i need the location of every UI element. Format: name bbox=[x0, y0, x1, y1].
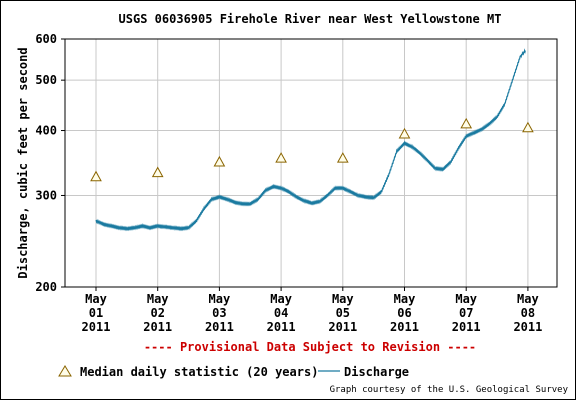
x-tick-label: May bbox=[270, 292, 292, 306]
x-tick-label: 04 bbox=[274, 306, 288, 320]
y-tick-label: 400 bbox=[35, 124, 57, 138]
x-tick-label: 07 bbox=[459, 306, 473, 320]
grid-lines bbox=[65, 39, 557, 287]
median-marker bbox=[151, 166, 164, 178]
median-marker bbox=[460, 117, 473, 129]
legend-median-triangle-icon bbox=[58, 365, 72, 377]
legend-discharge-label: Discharge bbox=[344, 365, 409, 379]
provisional-notice: ---- Provisional Data Subject to Revisio… bbox=[144, 340, 476, 354]
x-tick-label: 2011 bbox=[267, 320, 296, 334]
x-tick-label: May bbox=[147, 292, 169, 306]
y-tick-label: 300 bbox=[35, 188, 57, 202]
x-tick-label: May bbox=[85, 292, 107, 306]
x-tick-label: 2011 bbox=[513, 320, 542, 334]
x-tick-label: 2011 bbox=[143, 320, 172, 334]
x-tick-label: 2011 bbox=[205, 320, 234, 334]
discharge-series-line bbox=[95, 48, 526, 232]
x-tick-label: 2011 bbox=[82, 320, 111, 334]
plot-area bbox=[64, 38, 558, 288]
x-tick-label: 01 bbox=[89, 306, 103, 320]
legend-median-label: Median daily statistic (20 years) bbox=[80, 365, 318, 379]
median-marker bbox=[398, 127, 411, 139]
y-tick-label: 200 bbox=[35, 280, 57, 294]
x-tick-label: May bbox=[332, 292, 354, 306]
x-tick-label: May bbox=[394, 292, 416, 306]
y-tick-label: 500 bbox=[35, 73, 57, 87]
median-marker bbox=[213, 155, 226, 167]
x-tick-label: 2011 bbox=[390, 320, 419, 334]
chart-title: USGS 06036905 Firehole River near West Y… bbox=[119, 12, 502, 26]
legend: Median daily statistic (20 years) Discha… bbox=[58, 365, 409, 379]
x-tick-label: May bbox=[517, 292, 539, 306]
x-tick-label: May bbox=[455, 292, 477, 306]
x-tick-label: 08 bbox=[521, 306, 535, 320]
median-marker bbox=[275, 152, 287, 163]
x-tick-label: 2011 bbox=[452, 320, 481, 334]
x-tick-label: 2011 bbox=[328, 320, 357, 334]
x-tick-label: 05 bbox=[336, 306, 350, 320]
y-axis-label: Discharge, cubic feet per second bbox=[16, 47, 30, 278]
median-markers bbox=[90, 117, 534, 182]
graph-credit: Graph courtesy of the U.S. Geological Su… bbox=[330, 385, 569, 395]
median-marker bbox=[90, 170, 102, 182]
median-marker bbox=[336, 152, 349, 163]
y-tick-label: 600 bbox=[35, 32, 57, 46]
x-tick-label: 06 bbox=[397, 306, 411, 320]
x-tick-label: 02 bbox=[150, 306, 164, 320]
x-tick-label: 03 bbox=[212, 306, 226, 320]
median-marker bbox=[522, 121, 534, 133]
x-axis-ticks: May012011May022011May032011May042011May0… bbox=[82, 287, 542, 334]
y-axis-ticks: 200 300 400 500 600 bbox=[35, 32, 65, 294]
x-tick-label: May bbox=[209, 292, 231, 306]
